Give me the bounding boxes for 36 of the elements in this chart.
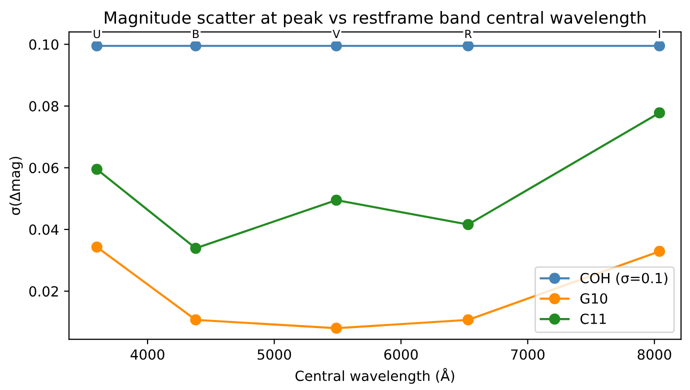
chart-title: Magnitude scatter at peak vs restframe band central wavelength <box>104 10 646 28</box>
annotation: B <box>192 30 199 38</box>
x-tick-label: 6000 <box>384 349 418 360</box>
x-axis-title: Central wavelength (Å) <box>295 368 454 384</box>
x-tick-label: 8000 <box>638 349 672 360</box>
annotation: I <box>658 30 660 38</box>
annotation: V <box>332 30 340 38</box>
annotation: R <box>465 30 472 38</box>
y-tick-label: 0.04 <box>29 224 58 235</box>
point <box>462 40 474 52</box>
point <box>654 107 666 118</box>
y-tick-label: 0.10 <box>29 39 58 50</box>
x-tick-label: 7000 <box>511 349 544 360</box>
point <box>91 241 102 253</box>
legend-label: COH (σ=0.1) <box>580 272 668 285</box>
annotation: U <box>94 30 100 38</box>
point <box>91 40 102 52</box>
point <box>330 322 342 334</box>
point <box>190 314 202 326</box>
legend-label: G10 <box>580 293 608 304</box>
point <box>654 246 666 257</box>
point <box>190 40 202 52</box>
x-tick-label: 5000 <box>258 349 292 360</box>
point <box>654 40 666 52</box>
point <box>91 164 102 175</box>
point <box>462 218 474 230</box>
point <box>330 40 342 52</box>
point <box>190 242 202 254</box>
point <box>330 194 342 206</box>
point <box>462 314 474 326</box>
y-tick-label: 0.06 <box>29 162 58 174</box>
x-tick-label: 4000 <box>130 349 164 360</box>
y-axis-title: σ(Δmag) <box>9 156 23 215</box>
y-tick-label: 0.08 <box>29 101 58 112</box>
legend-label: C11 <box>580 314 606 324</box>
y-tick-label: 0.02 <box>29 286 58 297</box>
